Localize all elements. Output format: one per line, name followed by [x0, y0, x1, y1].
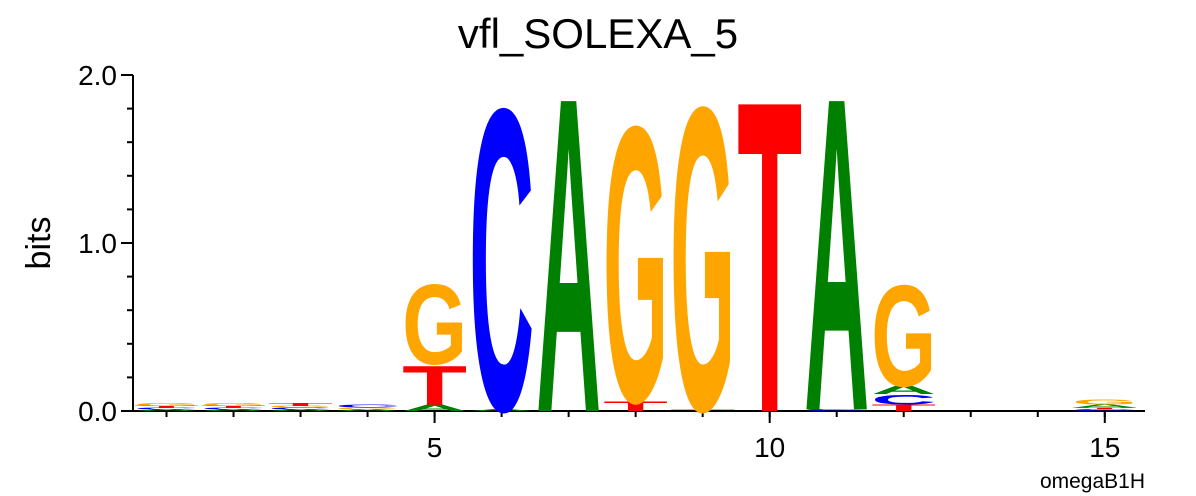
y-axis-label: bits [20, 217, 58, 270]
logo-letter: A [402, 403, 467, 413]
logo-letter: T [201, 406, 266, 409]
logo-letter: C [871, 391, 936, 407]
annotation: omegaB1H [1040, 470, 1145, 493]
logo-letter: C [134, 407, 199, 410]
logo-letter: C [268, 407, 333, 410]
logo-letter: G [1072, 398, 1137, 406]
logo-letter: A [804, 3, 869, 496]
logo-letter: C [201, 407, 266, 410]
logo-letter: G [335, 407, 400, 410]
logo-letter: A [871, 384, 936, 397]
logo-letter: C [335, 403, 400, 408]
x-tick-label: 10 [754, 432, 785, 463]
logo-letter: A [134, 409, 199, 412]
logo-letter: T [1072, 407, 1137, 410]
logo-letter: A [201, 409, 266, 412]
logo-letter: G [402, 261, 467, 389]
logo-letter: G [201, 402, 266, 407]
logo-letter: C [1072, 409, 1137, 412]
logo-letter: T [402, 354, 467, 417]
logo-letter: C [804, 409, 869, 412]
logo-letter: G [603, 44, 668, 485]
logo-letter: A [536, 5, 601, 496]
logo-letter: G [134, 402, 199, 407]
chart-title: vfl_SOLEXA_5 [458, 10, 738, 57]
y-tick-label: 0.0 [78, 396, 117, 427]
logo-letter: G [268, 406, 333, 409]
x-tick-label: 5 [427, 432, 443, 463]
x-tick-label: 15 [1089, 432, 1120, 463]
y-tick-label: 1.0 [78, 228, 117, 259]
logo-letter: A [469, 409, 534, 412]
logo-letter: T [134, 406, 199, 409]
logo-letter: G [871, 254, 936, 417]
logo-letter: C [469, 21, 534, 496]
logo-letter: A [1072, 403, 1137, 408]
logo-letter: T [603, 398, 669, 414]
logo-letter: T [268, 402, 333, 407]
logo-letter: G [670, 16, 735, 496]
y-tick-label: 2.0 [78, 60, 117, 91]
logo-letter: T [670, 409, 735, 412]
logo-letter: T [871, 403, 936, 413]
logo-letter: T [737, 9, 802, 496]
logo-letter: A [268, 409, 333, 412]
logo-letter: A [335, 409, 400, 412]
